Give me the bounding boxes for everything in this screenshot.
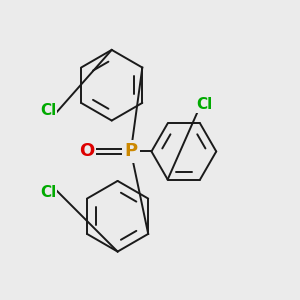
Text: Cl: Cl (40, 185, 56, 200)
Text: Cl: Cl (40, 103, 56, 118)
Text: Cl: Cl (196, 97, 213, 112)
Text: P: P (124, 142, 137, 160)
Text: O: O (79, 142, 94, 160)
